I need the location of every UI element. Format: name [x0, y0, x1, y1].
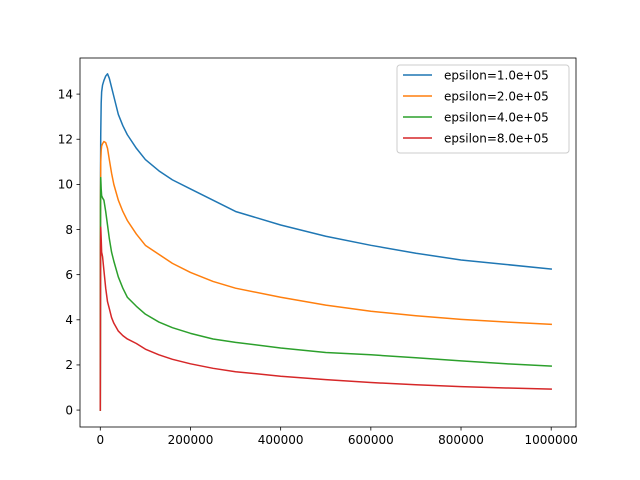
- x-tick-label: 600000: [348, 433, 394, 447]
- legend-label-1: epsilon=2.0e+05: [444, 89, 549, 103]
- y-tick-label: 10: [58, 178, 73, 192]
- legend-box: [396, 64, 570, 154]
- x-tick-label: 0: [96, 433, 104, 447]
- legend: epsilon=1.0e+05 epsilon=2.0e+05 epsilon=4.…: [396, 64, 570, 154]
- legend-label-3: epsilon=8.0e+05: [444, 131, 549, 145]
- x-axis-ticks: 0 200000 400000 600000 800000 1000000: [96, 427, 578, 447]
- x-tick-label: 400000: [258, 433, 304, 447]
- series-line-3: [99, 226, 552, 411]
- y-tick-label: 8: [65, 223, 73, 237]
- series-line-0: [99, 73, 553, 411]
- y-tick-label: 2: [65, 358, 73, 372]
- y-tick-label: 12: [58, 133, 73, 147]
- series-layer: [99, 73, 553, 411]
- legend-label-2: epsilon=4.0e+05: [444, 110, 549, 124]
- y-tick-label: 0: [65, 403, 73, 417]
- x-tick-label: 800000: [438, 433, 484, 447]
- series-line-2: [99, 176, 552, 411]
- axes-layer: [79, 57, 577, 428]
- y-tick-label: 4: [65, 313, 73, 327]
- x-tick-label: 200000: [168, 433, 214, 447]
- y-tick-label: 14: [58, 87, 73, 101]
- x-tick-label: 1000000: [524, 433, 577, 447]
- y-tick-label: 6: [65, 268, 73, 282]
- y-axis-ticks: 0 2 4 6 8 10 12 14: [58, 87, 80, 417]
- series-line-1: [99, 140, 552, 411]
- axes-frame: [79, 57, 577, 428]
- legend-label-0: epsilon=1.0e+05: [444, 68, 549, 82]
